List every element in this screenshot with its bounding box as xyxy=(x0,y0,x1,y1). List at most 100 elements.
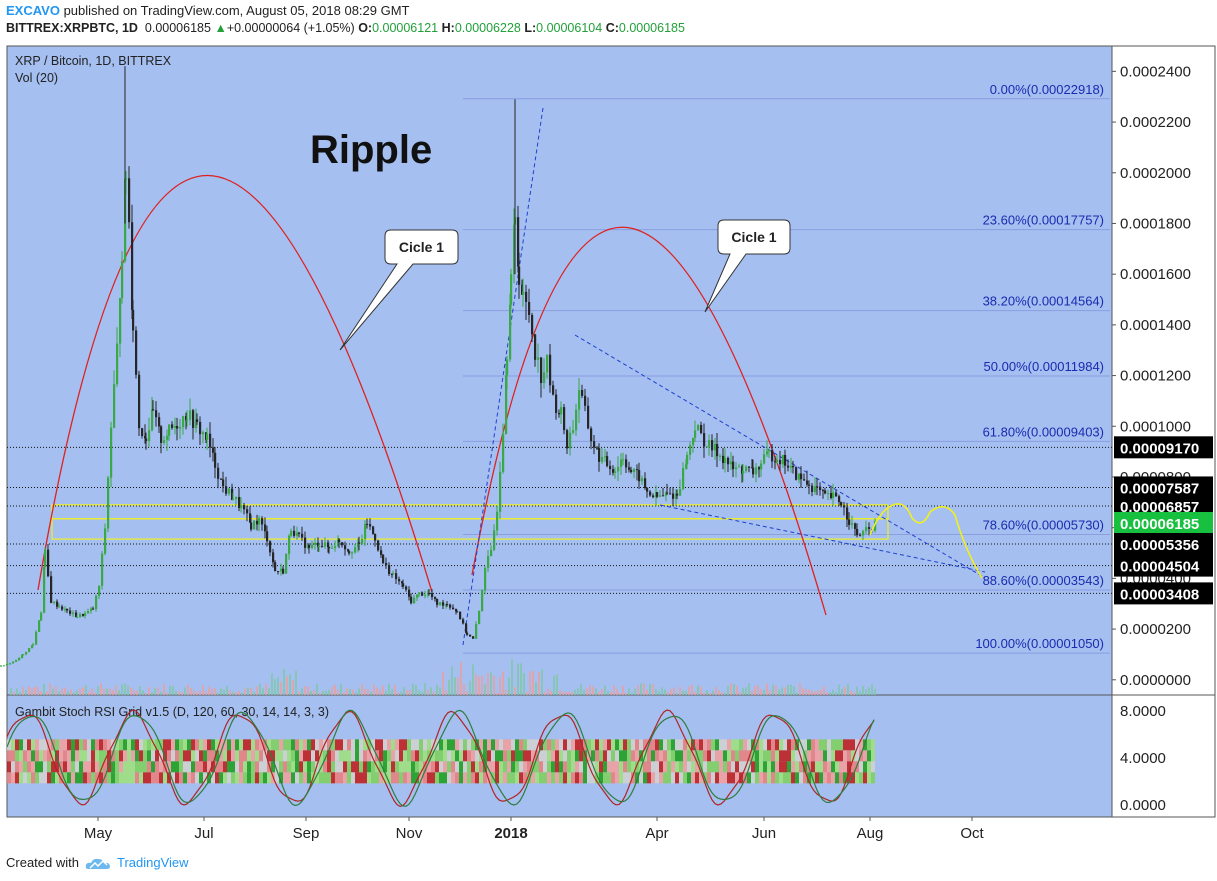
volume-bar xyxy=(802,688,804,695)
rsi-grid-cell xyxy=(711,750,715,762)
rsi-grid-cell xyxy=(795,761,799,773)
rsi-grid-cell xyxy=(115,772,119,784)
rsi-grid-cell xyxy=(663,761,667,773)
volume-bar xyxy=(454,677,456,695)
callout-cicle-1-second xyxy=(704,219,791,313)
rsi-grid-cell xyxy=(99,739,103,751)
rsi-grid-cell xyxy=(787,750,791,762)
rsi-grid-cell xyxy=(643,772,647,784)
rsi-grid-cell xyxy=(363,761,367,773)
rsi-grid-cell xyxy=(787,772,791,784)
author-link[interactable]: EXCAVO xyxy=(6,3,60,18)
volume-bar xyxy=(160,691,162,695)
volume-bar xyxy=(310,690,312,695)
rsi-grid-cell xyxy=(59,750,63,762)
rsi-grid-cell xyxy=(39,772,43,784)
rsi-grid-cell xyxy=(279,772,283,784)
rsi-grid-cell xyxy=(155,772,159,784)
rsi-grid-cell xyxy=(179,761,183,773)
rsi-grid-cell xyxy=(651,750,655,762)
rsi-grid-cell xyxy=(299,772,303,784)
rsi-grid-cell xyxy=(535,772,539,784)
rsi-grid-cell xyxy=(115,739,119,751)
volume-bar xyxy=(691,684,693,695)
tradingview-link[interactable]: TradingView xyxy=(116,855,189,870)
volume-bar xyxy=(403,687,405,695)
candle-body xyxy=(212,447,215,453)
rsi-grid-cell xyxy=(191,750,195,762)
volume-bar xyxy=(88,691,90,695)
rsi-grid-cell xyxy=(35,761,39,773)
rsi-grid-cell xyxy=(539,750,543,762)
volume-bar xyxy=(799,683,801,695)
rsi-grid-cell xyxy=(251,772,255,784)
rsi-grid-cell xyxy=(295,772,299,784)
volume-bar xyxy=(184,687,186,695)
candle-body xyxy=(199,421,202,435)
rsi-grid-cell xyxy=(27,761,31,773)
volume-bar xyxy=(343,692,345,695)
rsi-grid-cell xyxy=(371,739,375,751)
rsi-grid-cell xyxy=(235,739,239,751)
candle-body xyxy=(824,490,827,494)
rsi-grid-cell xyxy=(287,761,291,773)
rsi-grid-cell xyxy=(67,750,71,762)
volume-bar xyxy=(544,692,546,695)
rsi-grid-cell xyxy=(171,750,175,762)
candle-body xyxy=(543,372,546,384)
candle-body xyxy=(9,663,12,665)
candle-body xyxy=(499,471,502,512)
candle-body xyxy=(724,457,727,464)
rsi-grid-cell xyxy=(315,772,319,784)
rsi-grid-cell xyxy=(579,739,583,751)
close-label: C: xyxy=(605,21,619,35)
rsi-grid-cell xyxy=(391,772,395,784)
y-tick-label: 0.0000000 xyxy=(1120,672,1191,689)
rsi-grid-cell xyxy=(431,739,435,751)
rsi-grid-cell xyxy=(535,761,539,773)
candle-body xyxy=(92,608,95,610)
rsi-grid-cell xyxy=(827,761,831,773)
volume-bar xyxy=(679,686,681,695)
candle-body xyxy=(171,424,174,428)
rsi-grid-cell xyxy=(675,739,679,751)
candle-body xyxy=(598,448,601,462)
rsi-grid-cell xyxy=(383,739,387,751)
rsi-grid-cell xyxy=(135,739,139,751)
candle-body xyxy=(708,440,711,447)
candle-body xyxy=(293,530,296,536)
rsi-grid-cell xyxy=(347,750,351,762)
volume-bar xyxy=(226,685,228,695)
rsi-grid-cell xyxy=(75,761,79,773)
rsi-grid-cell xyxy=(675,772,679,784)
rsi-grid-cell xyxy=(199,761,203,773)
rsi-grid-cell xyxy=(523,761,527,773)
rsi-grid-cell xyxy=(251,739,255,751)
rsi-grid-cell xyxy=(383,761,387,773)
candle-body xyxy=(711,440,714,451)
rsi-grid-cell xyxy=(135,750,139,762)
rsi-grid-cell xyxy=(795,772,799,784)
volume-bar xyxy=(94,692,96,695)
volume-bar xyxy=(187,684,189,695)
volume-bar xyxy=(232,692,234,695)
open-value: 0.00006121 xyxy=(372,21,439,35)
rsi-grid-cell xyxy=(367,750,371,762)
rsi-grid-cell xyxy=(399,750,403,762)
candle-body xyxy=(517,217,520,267)
candle-body xyxy=(612,469,615,473)
volume-bar xyxy=(427,689,429,695)
rsi-grid-cell xyxy=(699,772,703,784)
rsi-grid-cell xyxy=(663,739,667,751)
candle-body xyxy=(472,636,475,639)
rsi-grid-cell xyxy=(631,739,635,751)
rsi-grid-cell xyxy=(223,772,227,784)
volume-bar xyxy=(529,671,531,695)
rsi-grid-cell xyxy=(479,772,483,784)
rsi-grid-cell xyxy=(507,750,511,762)
rsi-grid-cell xyxy=(227,739,231,751)
rsi-grid-cell xyxy=(607,772,611,784)
volume-bar xyxy=(355,692,357,695)
rsi-grid-cell xyxy=(627,750,631,762)
